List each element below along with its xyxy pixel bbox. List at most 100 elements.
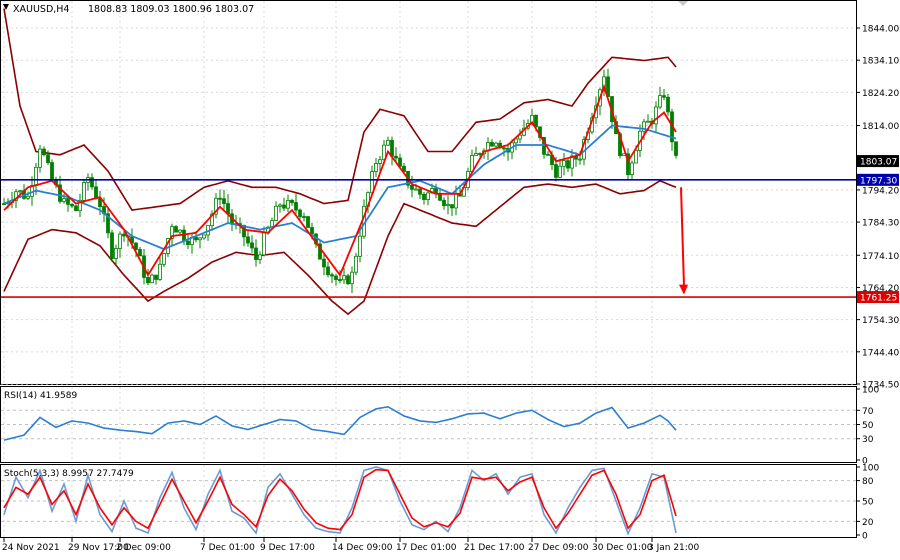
candle-body bbox=[418, 188, 422, 195]
candle-body bbox=[154, 274, 158, 280]
candle-body bbox=[386, 139, 390, 146]
candle-body bbox=[474, 153, 478, 156]
candle-body bbox=[70, 203, 74, 207]
time-tick-label: 9 Dec 17:00 bbox=[260, 543, 315, 553]
candle-body bbox=[338, 279, 342, 281]
stoch-tick-label: 20 bbox=[862, 518, 874, 528]
candle-body bbox=[310, 227, 314, 235]
rsi-tick-label: 100 bbox=[862, 386, 879, 396]
candle-body bbox=[546, 153, 550, 156]
candle-body bbox=[642, 121, 646, 132]
candle-body bbox=[514, 138, 518, 144]
candle-body bbox=[302, 216, 306, 218]
candle-body bbox=[334, 275, 338, 280]
candle-body bbox=[646, 120, 650, 123]
candle-body bbox=[138, 249, 142, 257]
candle-body bbox=[82, 182, 86, 201]
candle-body bbox=[202, 234, 206, 239]
stoch-main-line bbox=[3, 466, 677, 536]
candle-body bbox=[194, 236, 198, 241]
candle-body bbox=[62, 198, 66, 202]
rsi-tick-label: 30 bbox=[862, 435, 874, 445]
rsi-line bbox=[3, 405, 677, 441]
candle-body bbox=[658, 95, 662, 108]
candle-body bbox=[150, 274, 154, 284]
candle-body bbox=[410, 184, 414, 190]
stoch-tick-label: 80 bbox=[862, 477, 874, 487]
candle-body bbox=[170, 226, 174, 239]
ma-slow-line bbox=[3, 124, 677, 251]
price-tick-label: 1824.20 bbox=[862, 89, 899, 99]
candle-body bbox=[626, 153, 630, 176]
candle-body bbox=[322, 258, 326, 268]
time-tick-label: 24 Nov 2021 bbox=[2, 543, 60, 553]
candle-body bbox=[262, 232, 266, 256]
candle-body bbox=[290, 200, 294, 203]
price-tick-label: 1774.10 bbox=[862, 252, 899, 262]
stoch-tick-label: 0 bbox=[862, 532, 868, 542]
candle-body bbox=[654, 106, 658, 125]
price-tick-label: 1844.00 bbox=[862, 25, 899, 35]
rsi-indicator: 100 70 50 30 0 bbox=[1, 386, 879, 467]
price-tick-label: 1754.30 bbox=[862, 316, 899, 326]
candle-body bbox=[258, 254, 262, 260]
candle-body bbox=[298, 209, 302, 217]
candle-body bbox=[662, 95, 666, 98]
candle-body bbox=[602, 76, 606, 91]
candle-body bbox=[42, 148, 46, 156]
candle-body bbox=[518, 134, 522, 140]
candle-body bbox=[342, 275, 346, 281]
stoch-tick-label: 50 bbox=[862, 498, 874, 508]
candle-body bbox=[570, 155, 574, 169]
candle-body bbox=[354, 255, 358, 273]
chart-menu-triangle-icon[interactable] bbox=[3, 4, 9, 10]
price-tag bbox=[857, 173, 899, 186]
price-axis: 1844.00 1834.10 1824.20 1814.00 1794.20 1784.… bbox=[856, 25, 899, 391]
candle-body bbox=[222, 198, 226, 204]
candle-body bbox=[18, 190, 22, 193]
candle-body bbox=[558, 165, 562, 178]
bollinger-bands bbox=[3, 8, 677, 316]
candle-body bbox=[374, 163, 378, 172]
time-tick-label: 14 Dec 09:00 bbox=[332, 543, 393, 553]
candle-body bbox=[294, 202, 298, 211]
candle-body bbox=[210, 213, 214, 227]
candle-body bbox=[174, 226, 178, 233]
candle-body bbox=[330, 274, 334, 277]
candle-body bbox=[162, 253, 166, 265]
candle-body bbox=[450, 204, 454, 209]
time-tick-label: 7 Dec 01:00 bbox=[200, 543, 255, 553]
candle-body bbox=[134, 242, 138, 250]
price-tick-label: 1784.30 bbox=[862, 219, 899, 229]
candle-body bbox=[326, 266, 330, 276]
horizontal-levels[interactable] bbox=[1, 179, 856, 298]
price-tag bbox=[857, 291, 899, 304]
candle-body bbox=[454, 193, 458, 209]
candle-body bbox=[182, 229, 186, 242]
stoch-title: Stoch(5,3,3) 8.9957 27.7479 bbox=[4, 469, 134, 479]
candle-body bbox=[78, 199, 82, 212]
candle-body bbox=[566, 160, 570, 169]
candle-body bbox=[110, 232, 114, 259]
candle-body bbox=[242, 224, 246, 238]
candle-body bbox=[198, 237, 202, 241]
rsi-tick-label: 0 bbox=[862, 457, 868, 467]
time-axis: 24 Nov 2021 29 Nov 17:002 Dec 09:00 7 Dec … bbox=[2, 538, 700, 553]
candle-body bbox=[350, 271, 354, 285]
time-tick-label: 27 Dec 09:00 bbox=[528, 543, 589, 553]
ohlc-readout: 1808.83 1809.03 1800.96 1803.07 bbox=[88, 4, 254, 15]
candle-body bbox=[578, 158, 582, 161]
candle-body bbox=[442, 199, 446, 207]
candle-body bbox=[246, 236, 250, 244]
candle-body bbox=[94, 186, 98, 199]
candle-body bbox=[118, 233, 122, 249]
symbol-label: XAUUSD,H4 bbox=[13, 4, 69, 15]
candle-body bbox=[502, 147, 506, 150]
stoch-signal-line bbox=[3, 468, 677, 531]
candle-body bbox=[286, 200, 290, 209]
chart-shift-marker-icon[interactable] bbox=[678, 1, 688, 6]
time-tick-label: 2 Dec 09:00 bbox=[116, 543, 171, 553]
candle-body bbox=[630, 162, 634, 176]
